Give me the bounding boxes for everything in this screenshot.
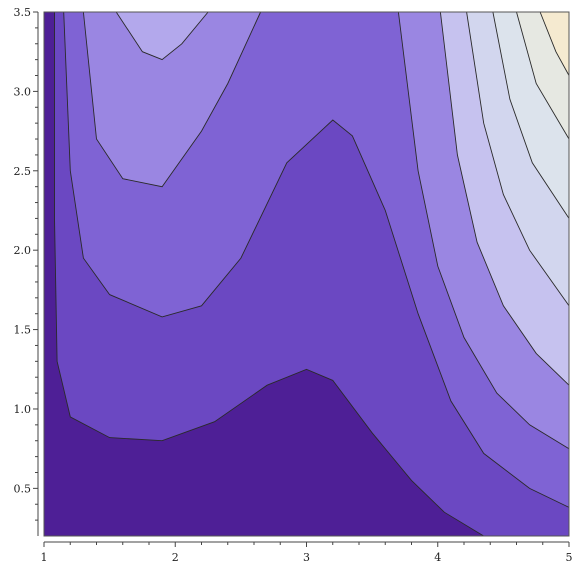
contour-fills xyxy=(44,12,569,536)
x-tick-label: 2 xyxy=(172,551,179,564)
contour-region-3 xyxy=(83,12,261,187)
y-tick-label: 1.0 xyxy=(14,403,32,416)
contour-line-3 xyxy=(115,11,209,61)
x-tick-label: 4 xyxy=(434,551,441,564)
y-tick-label: 3.5 xyxy=(14,6,32,19)
contour-line-5 xyxy=(439,11,570,386)
y-tick-label: 3.0 xyxy=(14,85,32,98)
contour-line-6 xyxy=(466,11,570,307)
x-tick-label: 3 xyxy=(303,551,310,564)
y-tick-label: 1.5 xyxy=(14,324,32,337)
x-axis: 1 2 3 4 5 xyxy=(41,541,573,564)
contour-line-0 xyxy=(54,12,484,537)
contour-region-4 xyxy=(116,12,209,60)
y-axis: 0.5 1.0 1.5 2.0 2.5 3.0 3.5 xyxy=(14,6,39,536)
contour-region-10 xyxy=(540,12,569,76)
y-tick-label: 2.5 xyxy=(14,165,32,178)
y-tick-label: 2.0 xyxy=(14,244,32,257)
contour-line-7 xyxy=(492,11,570,219)
contour-line-8 xyxy=(516,11,570,140)
contour-line-9 xyxy=(539,11,570,76)
contour-line-2 xyxy=(82,11,262,188)
plot-frame xyxy=(43,11,570,537)
x-tick-label: 1 xyxy=(41,551,48,564)
x-tick-label: 5 xyxy=(566,551,573,564)
contour-lines xyxy=(54,11,570,537)
y-tick-label: 0.5 xyxy=(14,482,32,495)
contour-line-1 xyxy=(63,11,570,508)
contour-line-4 xyxy=(397,11,570,450)
